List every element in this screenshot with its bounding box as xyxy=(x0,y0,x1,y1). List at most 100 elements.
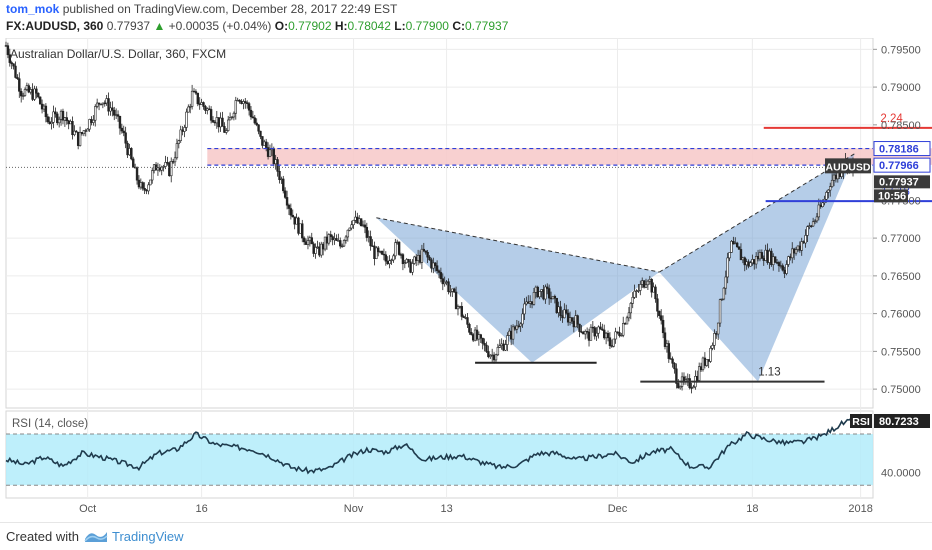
candle xyxy=(69,119,72,125)
candle-body xyxy=(76,131,80,146)
time-tick-label: Dec xyxy=(608,503,628,515)
pattern-line-bd xyxy=(659,153,856,273)
candle-body xyxy=(832,174,836,181)
candle xyxy=(40,99,44,114)
candle-body xyxy=(772,256,775,265)
candle xyxy=(335,234,338,241)
candle-body xyxy=(168,162,171,177)
candle-body xyxy=(396,241,399,244)
candle-body xyxy=(10,62,13,65)
pattern-triangle-xab[interactable] xyxy=(376,217,660,363)
candle-body xyxy=(198,103,201,105)
chart-canvas[interactable]: 2.241.6181.13 RSI (14, close) 0.795000.7… xyxy=(0,38,932,522)
candle-body xyxy=(511,326,515,340)
candle xyxy=(559,300,562,321)
candle-body xyxy=(363,224,367,228)
candle-body xyxy=(753,259,756,265)
tradingview-brand[interactable]: TradingView xyxy=(112,529,184,544)
price-change: +0.00035 (+0.04%) xyxy=(168,19,272,33)
candle-body xyxy=(63,117,67,121)
candle-body xyxy=(716,322,720,335)
candle xyxy=(331,234,334,246)
candle-body xyxy=(747,261,750,267)
candle-body xyxy=(346,229,350,238)
candle-body xyxy=(323,236,327,250)
candle-body xyxy=(304,241,308,245)
candle xyxy=(82,130,86,137)
candle xyxy=(230,116,234,120)
candle-body xyxy=(185,111,188,128)
candle xyxy=(739,243,743,261)
candle xyxy=(44,103,48,123)
candle-body xyxy=(101,102,105,105)
candle xyxy=(754,252,758,269)
candle-body xyxy=(589,326,593,341)
candle-body xyxy=(593,327,596,337)
high-value: 0.78042 xyxy=(347,19,391,33)
candle xyxy=(411,259,414,276)
candle-body xyxy=(829,186,832,191)
candle xyxy=(86,128,89,132)
candle xyxy=(519,322,522,332)
pattern-line-xb xyxy=(376,217,660,273)
candle-body xyxy=(792,248,796,254)
harmonic-pattern[interactable] xyxy=(376,153,856,382)
candle-body xyxy=(789,256,792,259)
candle-body xyxy=(504,344,507,351)
candle xyxy=(604,331,608,345)
candle-body xyxy=(206,108,209,111)
candle-body xyxy=(377,247,380,253)
candle xyxy=(10,60,13,70)
candle xyxy=(137,175,141,190)
candle xyxy=(306,235,310,250)
candle xyxy=(23,87,27,97)
candle xyxy=(804,229,807,248)
candle-body xyxy=(498,345,501,348)
candle-body xyxy=(141,182,144,189)
author-name[interactable]: tom_mok xyxy=(6,2,60,16)
pattern-triangle-bcd[interactable] xyxy=(659,153,855,382)
candle xyxy=(498,339,501,348)
candle xyxy=(198,97,201,110)
price-tick-label: 0.79500 xyxy=(881,44,921,56)
candle xyxy=(652,282,655,293)
candle xyxy=(94,104,97,127)
candle-body xyxy=(339,240,342,247)
candle xyxy=(217,117,220,133)
candle xyxy=(358,215,361,225)
candle xyxy=(234,96,237,120)
candle-body xyxy=(509,330,513,340)
candle xyxy=(310,232,313,245)
symbol-tag-label: AUDUSD xyxy=(826,161,871,173)
candle xyxy=(352,219,355,229)
candle-body xyxy=(527,301,530,304)
candle-body xyxy=(94,106,97,121)
candle xyxy=(483,338,486,352)
candle-body xyxy=(475,329,479,340)
candle-body xyxy=(179,129,182,141)
candle xyxy=(713,329,716,350)
candle xyxy=(143,182,146,195)
symbol-label[interactable]: FX:AUDUSD, 360 xyxy=(6,19,104,33)
candle-body xyxy=(612,338,615,347)
candle-body xyxy=(139,182,143,188)
candle-body xyxy=(411,263,414,273)
candle-body xyxy=(124,132,127,144)
candle-body xyxy=(213,121,217,124)
candle-body xyxy=(435,265,439,272)
price-tick-label: 0.75500 xyxy=(881,346,921,358)
candle xyxy=(249,106,253,120)
candle-body xyxy=(344,236,348,241)
rsi-value-label: 80.7233 xyxy=(879,416,919,428)
candle xyxy=(716,322,720,340)
candle xyxy=(692,384,695,389)
candle-body xyxy=(312,243,315,254)
candle xyxy=(173,151,177,167)
candle xyxy=(354,210,357,224)
candle xyxy=(593,326,596,340)
candle xyxy=(282,175,285,194)
candle xyxy=(489,353,492,360)
candle-body xyxy=(367,236,370,238)
candle-body xyxy=(75,130,78,133)
candle-body xyxy=(196,92,200,105)
